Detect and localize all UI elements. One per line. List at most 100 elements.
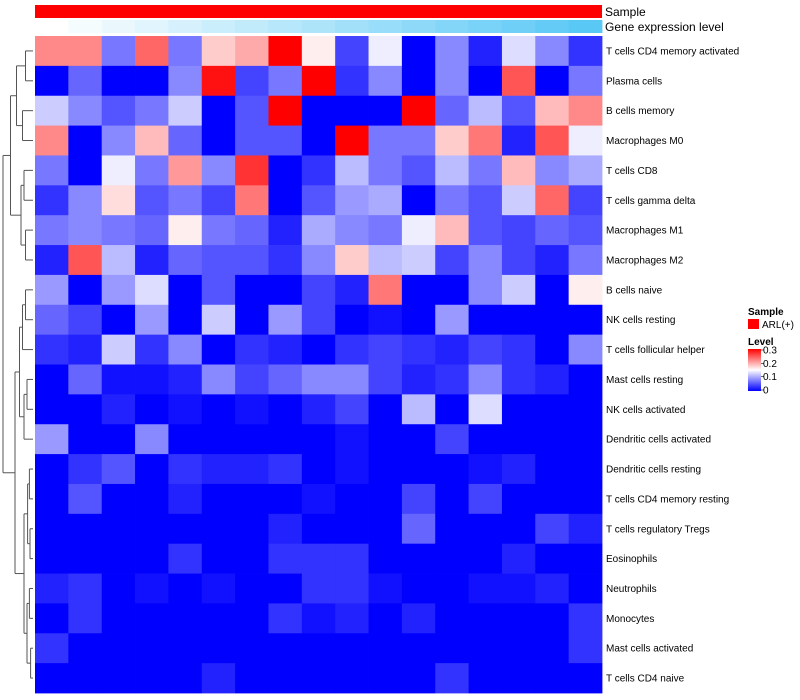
heatmap-cell	[168, 483, 203, 515]
heatmap-cell	[301, 274, 336, 306]
heatmap-cell	[135, 334, 169, 365]
heatmap-cell	[268, 185, 303, 216]
heatmap-cell	[301, 36, 336, 67]
heatmap-cell	[135, 573, 169, 604]
heatmap-cell	[235, 483, 269, 515]
heatmap-cell	[501, 95, 536, 126]
heatmap-cell	[35, 603, 69, 634]
heatmap-cell	[301, 125, 336, 156]
heatmap-cell	[568, 334, 603, 365]
heatmap-cell	[468, 65, 503, 97]
heatmap-cell	[68, 663, 103, 694]
heatmap-cell	[201, 274, 236, 306]
heatmap-cell	[335, 424, 369, 455]
heatmap-cell	[35, 573, 69, 604]
heatmap-cell	[235, 304, 269, 336]
heatmap-cell	[101, 304, 136, 336]
heatmap-cell	[201, 245, 236, 276]
heatmap-cell	[535, 603, 570, 634]
heatmap-cell	[101, 483, 136, 515]
heatmap-cell	[368, 364, 403, 395]
heatmap-cell	[135, 125, 169, 156]
heatmap-cell	[168, 245, 203, 276]
heatmap-cell	[501, 573, 536, 604]
heatmap-cell	[101, 245, 136, 276]
heatmap-cell	[268, 274, 303, 306]
heatmap-cell	[568, 603, 603, 634]
heatmap-cell	[35, 245, 69, 276]
row-label: Macrophages M1	[606, 226, 684, 237]
legend-tick-label: 0.1	[763, 372, 777, 383]
row-label: B cells memory	[606, 106, 674, 117]
heatmap-cell	[401, 424, 436, 455]
annotation-cell-gene-expression	[568, 20, 603, 33]
heatmap-cell	[368, 215, 403, 246]
heatmap-cell	[101, 155, 136, 186]
heatmap-cell	[535, 364, 570, 395]
heatmap-cell	[368, 483, 403, 515]
heatmap-cell	[268, 543, 303, 574]
heatmap-cell	[35, 65, 69, 97]
heatmap-cell	[35, 274, 69, 306]
heatmap-cell	[468, 454, 503, 485]
heatmap-cell	[368, 155, 403, 186]
heatmap-cell	[68, 36, 103, 67]
heatmap-cell	[435, 663, 469, 694]
heatmap-cell	[335, 543, 369, 574]
heatmap-cell	[68, 245, 103, 276]
annotation-cell-gene-expression	[301, 20, 336, 33]
heatmap-cell	[501, 364, 536, 395]
heatmap-cell	[301, 663, 336, 694]
heatmap-cell	[201, 125, 236, 156]
heatmap-cell	[268, 663, 303, 694]
heatmap-cell	[35, 663, 69, 694]
heatmap-cell	[301, 543, 336, 574]
heatmap-cell	[468, 543, 503, 574]
heatmap-cell	[68, 185, 103, 216]
heatmap-cell	[568, 573, 603, 604]
heatmap-cell	[401, 543, 436, 574]
heatmap-cell	[101, 215, 136, 246]
annotation-cell-gene-expression	[135, 20, 169, 33]
heatmap-cell	[35, 633, 69, 664]
heatmap-cell	[35, 215, 69, 246]
heatmap-cell	[268, 483, 303, 515]
heatmap-cell	[68, 95, 103, 126]
heatmap-cell	[201, 304, 236, 336]
heatmap-cell	[535, 543, 570, 574]
heatmap-cell	[301, 65, 336, 97]
heatmap-cell	[435, 424, 469, 455]
heatmap-cell	[35, 155, 69, 186]
heatmap-cell	[68, 215, 103, 246]
heatmap-cell	[235, 334, 269, 365]
heatmap-cell	[235, 185, 269, 216]
heatmap-cell	[268, 633, 303, 664]
legend-tick-label: 0	[763, 386, 769, 397]
heatmap-cell	[201, 155, 236, 186]
legend-sample-entry: ARL(+)	[762, 320, 794, 331]
heatmap-cell	[335, 454, 369, 485]
heatmap-cell	[135, 454, 169, 485]
heatmap-cell	[235, 454, 269, 485]
heatmap-cell	[501, 125, 536, 156]
heatmap-cell	[535, 215, 570, 246]
heatmap-cell	[468, 513, 503, 545]
heatmap-cell	[368, 245, 403, 276]
heatmap-cell	[568, 543, 603, 574]
heatmap-cell	[101, 364, 136, 395]
heatmap-cell	[35, 543, 69, 574]
heatmap-cell	[401, 125, 436, 156]
heatmap-cell	[435, 215, 469, 246]
heatmap-cell	[201, 364, 236, 395]
heatmap-cell	[568, 633, 603, 664]
legend-sample-title: Sample	[748, 307, 784, 318]
heatmap-cell	[335, 394, 369, 425]
heatmap-cell	[401, 483, 436, 515]
heatmap-cell	[335, 155, 369, 186]
heatmap-cell	[435, 155, 469, 186]
row-label: NK cells resting	[606, 315, 675, 326]
heatmap-cell	[401, 663, 436, 694]
heatmap-cell	[335, 633, 369, 664]
heatmap-cell	[168, 424, 203, 455]
